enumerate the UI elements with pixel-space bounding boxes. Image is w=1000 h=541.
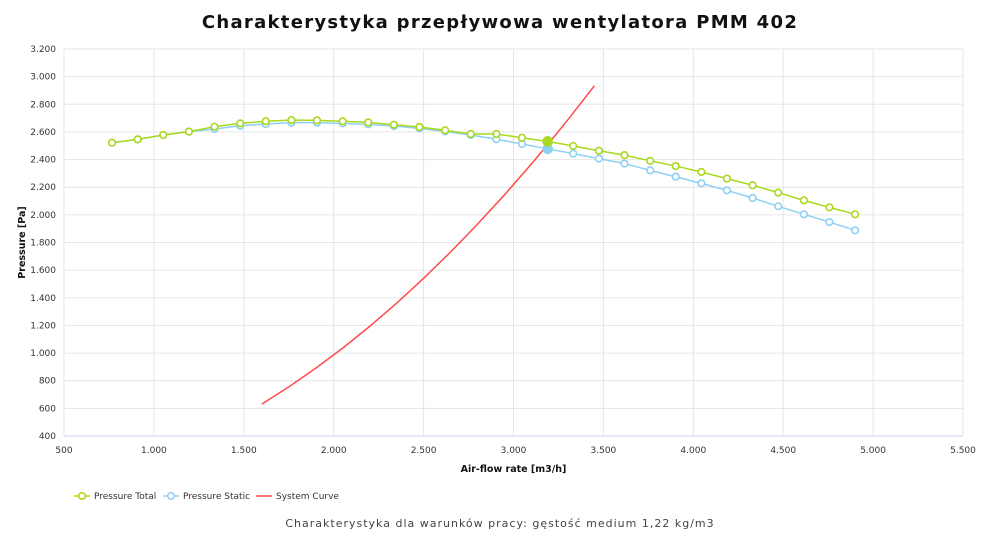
- data-point: [466, 129, 475, 139]
- data-point: [851, 210, 860, 219]
- data-point: [697, 179, 706, 188]
- x-tick-label: 5.000: [860, 446, 886, 456]
- y-tick-label: 1.200: [30, 321, 56, 331]
- y-tick-label: 1.600: [30, 266, 56, 276]
- data-point: [594, 146, 604, 155]
- legend-marker: [166, 491, 176, 501]
- data-point: [364, 118, 373, 127]
- x-tick-label: 1.000: [141, 446, 167, 456]
- legend-marker: [77, 491, 87, 501]
- data-point: [312, 116, 322, 125]
- chart-subtitle: Charakterystyka dla warunków pracy: gęst…: [285, 517, 715, 530]
- y-tick-label: 800: [39, 377, 56, 387]
- y-tick-label: 1.400: [30, 294, 56, 304]
- pressure-static-line: [111, 121, 856, 232]
- x-tick-label: 3.000: [501, 446, 527, 456]
- y-axis-title: Pressure [Pa]: [17, 206, 28, 278]
- data-point: [774, 202, 783, 211]
- data-point: [338, 117, 347, 126]
- data-point: [851, 226, 860, 235]
- x-tick-label: 500: [55, 446, 72, 456]
- x-tick-label: 2.500: [411, 446, 437, 456]
- data-point: [415, 122, 424, 132]
- y-tick-label: 1.000: [30, 349, 56, 359]
- y-tick-label: 2.000: [30, 211, 56, 221]
- data-point: [825, 203, 834, 212]
- y-tick-label: 400: [39, 432, 56, 442]
- data-point: [594, 154, 604, 163]
- x-axis-title: Air-flow rate [m3/h]: [461, 464, 567, 475]
- data-point: [517, 133, 527, 142]
- data-point: [492, 129, 501, 139]
- legend-item-label: System Curve: [276, 492, 339, 502]
- data-point: [799, 196, 808, 205]
- data-point: [159, 130, 168, 140]
- data-point: [722, 186, 732, 195]
- x-tick-label: 3.500: [591, 446, 617, 456]
- y-tick-label: 600: [39, 404, 56, 414]
- data-point: [646, 166, 655, 175]
- y-tick-label: 3.200: [30, 45, 56, 55]
- data-point: [287, 115, 296, 125]
- data-point: [748, 181, 757, 190]
- y-tick-label: 2.600: [30, 128, 56, 138]
- legend-item-label: Pressure Total: [94, 492, 156, 502]
- data-point: [133, 135, 142, 144]
- data-point: [620, 159, 629, 168]
- data-point: [825, 217, 834, 227]
- x-tick-label: 2.000: [321, 446, 347, 456]
- y-tick-label: 1.800: [30, 239, 56, 249]
- x-tick-label: 4.500: [770, 446, 796, 456]
- y-tick-label: 3.000: [30, 73, 56, 83]
- data-point: [722, 174, 732, 183]
- data-point: [184, 127, 194, 136]
- y-tick-label: 2.400: [30, 156, 56, 166]
- pressure-total-line: [111, 119, 856, 216]
- x-tick-label: 5.500: [950, 446, 976, 456]
- data-point: [261, 117, 270, 126]
- data-point: [620, 151, 629, 160]
- system-curve-line: [261, 85, 596, 405]
- data-point: [107, 138, 117, 147]
- data-point: [774, 188, 783, 197]
- chart-title: Charakterystyka przepływowa wentylatora …: [201, 12, 799, 33]
- data-point: [441, 126, 450, 135]
- data-point: [671, 172, 680, 181]
- data-point: [697, 167, 706, 177]
- data-point: [569, 149, 578, 158]
- y-tick-label: 2.200: [30, 183, 56, 193]
- data-point: [569, 141, 578, 151]
- data-point: [389, 120, 399, 129]
- x-tick-label: 1.500: [231, 446, 257, 456]
- x-tick-label: 4.000: [680, 446, 706, 456]
- data-point: [671, 161, 680, 171]
- data-point: [236, 119, 245, 128]
- data-point: [646, 156, 655, 165]
- data-point: [748, 193, 757, 203]
- data-point: [799, 210, 808, 219]
- legend-item-label: Pressure Static: [183, 492, 250, 502]
- y-tick-label: 2.800: [30, 100, 56, 110]
- operating-point-marker: [542, 136, 553, 147]
- data-point: [210, 122, 219, 131]
